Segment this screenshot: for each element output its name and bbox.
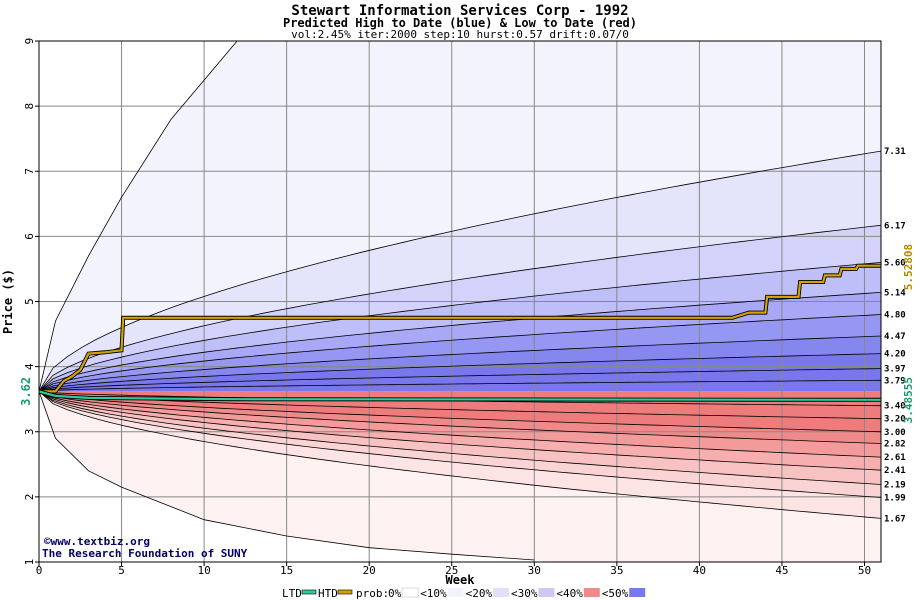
contour-2.61 xyxy=(39,391,881,458)
x-tick-label: 10 xyxy=(197,564,210,577)
series-lines xyxy=(38,263,882,402)
contour-4.2 xyxy=(39,353,881,392)
legend-ltd-label: LTD xyxy=(282,587,302,600)
contour-2.19 xyxy=(39,391,881,485)
contour-3.79 xyxy=(39,379,881,392)
x-tick-label: 20 xyxy=(363,564,376,577)
legend-bucket-swatch xyxy=(493,588,509,597)
legend-bucket-label: <40% xyxy=(556,587,583,600)
series-LTD xyxy=(38,390,882,401)
probability-bands xyxy=(39,41,881,562)
chart-subtitle: Predicted High to Date (blue) & Low to D… xyxy=(282,16,637,30)
x-tick-label: 25 xyxy=(445,564,458,577)
legend-bucket-label: 0% xyxy=(388,587,402,600)
lower-level-label: 1.67 xyxy=(884,514,906,524)
y-axis-label: Price ($) xyxy=(1,269,15,334)
chart-params: vol:2.45% iter:2000 step:10 hurst:0.57 d… xyxy=(291,28,629,41)
legend-bucket-label: <20% xyxy=(466,587,493,600)
y-tick-label: 6 xyxy=(23,233,36,240)
upper-level-label: 4.80 xyxy=(884,311,906,321)
current-low-label: 3.48555 xyxy=(902,377,915,423)
x-tick-label: 35 xyxy=(610,564,623,577)
y-tick-label: 3 xyxy=(23,428,36,435)
lower-level-label: 3.40 xyxy=(884,402,906,412)
lower-level-label: 3.00 xyxy=(884,428,906,438)
start-price-label: 3.62 xyxy=(19,377,33,406)
envelope-high xyxy=(39,41,238,392)
level-labels: 7.31 6.17 5.60 5.14 4.80 4.47 4.20 3.973.79 3.40… xyxy=(884,147,915,524)
chart-title: Stewart Information Services Corp - 1992 xyxy=(291,3,629,19)
contour-1.67 xyxy=(39,391,881,519)
contour-4.47 xyxy=(39,335,881,392)
legend-prob-prefix: prob: xyxy=(356,587,389,600)
x-tick-label: 15 xyxy=(280,564,293,577)
legend-bucket-swatch xyxy=(583,588,600,597)
legend-ltd-swatch xyxy=(301,589,317,595)
upper-level-label: 3.79 xyxy=(884,376,906,386)
upper-level-label: 3.97 xyxy=(884,365,906,375)
legend-bucket-label: <30% xyxy=(511,587,538,600)
contour-1.99 xyxy=(39,391,881,498)
envelope-low xyxy=(39,391,535,561)
y-tick-label: 9 xyxy=(23,38,36,45)
series-HTD xyxy=(39,264,881,393)
y-tick-label: 8 xyxy=(23,103,36,110)
y-tick-label: 4 xyxy=(23,363,36,370)
lower-level-label: 2.82 xyxy=(884,439,906,449)
x-tick-label: 30 xyxy=(528,564,541,577)
lower-level-label: 2.41 xyxy=(884,466,906,476)
contour-3.97 xyxy=(39,368,881,392)
contour-4.8 xyxy=(39,314,881,392)
y-tick-label: 5 xyxy=(23,298,36,305)
legend-bucket-label: <10% xyxy=(420,587,447,600)
contour-6.17 xyxy=(39,224,881,392)
y-tick-label: 7 xyxy=(23,168,36,175)
lower-level-label: 2.19 xyxy=(884,481,906,491)
x-tick-label: 0 xyxy=(36,564,43,577)
current-high-label: 5.52808 xyxy=(902,244,915,290)
legend-bucket-swatch xyxy=(538,588,555,597)
band-high-3.79 xyxy=(39,380,881,392)
upper-level-label: 7.31 xyxy=(884,147,906,157)
lower-level-label: 1.99 xyxy=(884,494,906,504)
contour-5.6 xyxy=(39,262,881,392)
contour-3.2 xyxy=(39,391,881,420)
legend-bucket-swatch xyxy=(629,588,646,597)
legend-bucket-label: <50% xyxy=(602,587,629,600)
upper-level-label: 5.14 xyxy=(884,288,906,298)
credit-line-2: The Research Foundation of SUNY xyxy=(42,547,248,560)
lower-level-label: 2.61 xyxy=(884,453,906,463)
lower-level-label: 3.20 xyxy=(884,415,906,425)
credit-line-1: ©www.textbiz.org xyxy=(44,535,150,548)
x-tick-label: 40 xyxy=(693,564,706,577)
upper-level-label: 4.47 xyxy=(884,332,906,342)
legend-htd-label: HTD xyxy=(318,587,338,600)
contour-3 xyxy=(39,391,881,433)
y-tick-label: 2 xyxy=(23,494,36,501)
upper-level-label: 5.60 xyxy=(884,258,906,268)
contour-5.14 xyxy=(39,292,881,392)
x-axis-label: Week xyxy=(446,573,476,587)
upper-level-label: 4.20 xyxy=(884,350,906,360)
x-tick-label: 5 xyxy=(118,564,125,577)
legend-bucket-swatch xyxy=(447,588,464,597)
contour-2.41 xyxy=(39,391,881,471)
legend-bucket-swatch xyxy=(401,587,419,598)
upper-level-label: 6.17 xyxy=(884,221,906,231)
x-tick-label: 50 xyxy=(858,564,871,577)
legend: LTD HTD prob:0% <10% <20% <30% <40% <50% xyxy=(282,587,646,600)
contour-7.31 xyxy=(39,150,881,392)
legend-htd-swatch xyxy=(337,589,353,595)
y-tick-label: 1 xyxy=(23,559,36,566)
x-tick-label: 45 xyxy=(775,564,788,577)
contour-2.82 xyxy=(39,391,881,444)
